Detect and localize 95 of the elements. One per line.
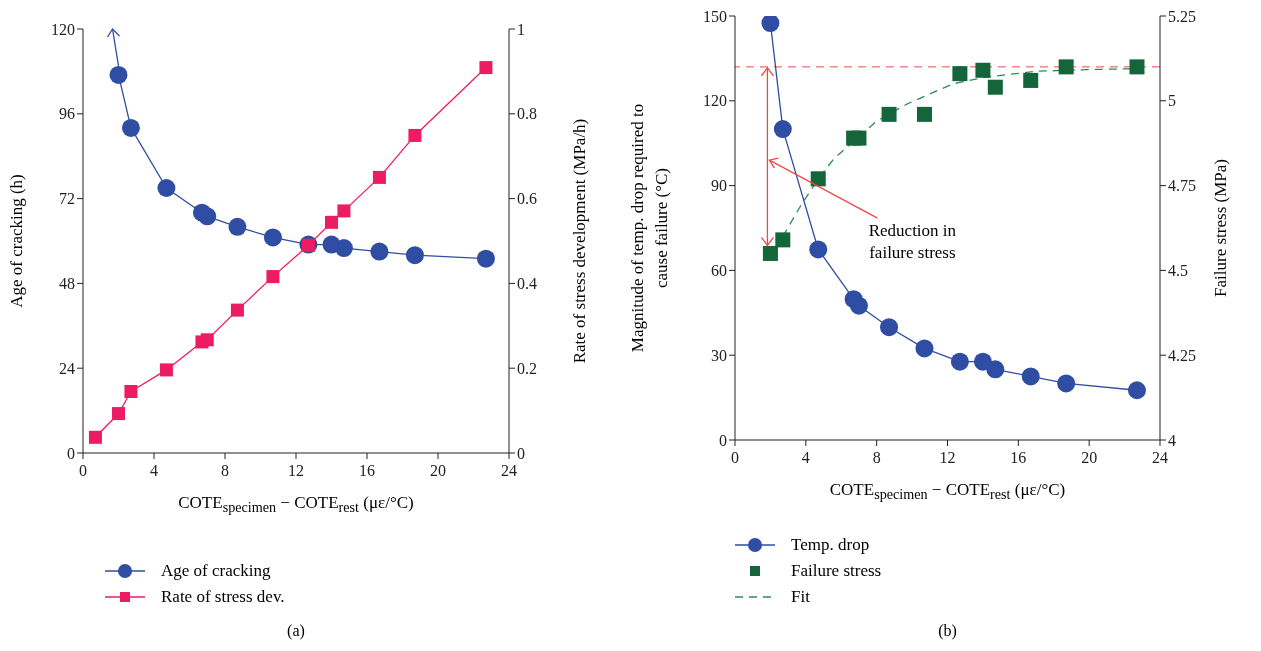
point: [337, 204, 351, 218]
x-tick-label: 16: [359, 462, 375, 480]
y2-tick-label: 0.4: [517, 275, 537, 293]
x-tick-label: 24: [501, 462, 517, 480]
y-tick-label: 24: [59, 359, 75, 377]
point: [851, 130, 867, 146]
x-axis-title: COTE$_{specimen}$ − COTE$_{rest}$ (με/°C): [177, 493, 415, 517]
x-tick-label: 20: [1081, 449, 1098, 467]
x-tick-label: 8: [872, 449, 881, 467]
y-tick-label: 30: [711, 346, 727, 364]
y2-axis-title: Failure stress (MPa): [1210, 158, 1231, 299]
x-tick-label: 24: [1152, 449, 1168, 467]
point: [159, 363, 173, 377]
legend-label: Age of cracking: [161, 561, 271, 581]
point: [370, 242, 389, 261]
legend-label: Temp. drop: [791, 535, 870, 555]
point: [975, 62, 991, 78]
x-tick-label: 4: [150, 462, 158, 480]
point: [773, 120, 792, 139]
x-tick-label: 4: [801, 449, 810, 467]
point: [124, 385, 138, 399]
text: (a): [286, 622, 306, 640]
legend-label: Failure stress: [791, 561, 882, 581]
x-tick-label: 16: [1010, 449, 1027, 467]
point: [228, 217, 247, 236]
y2-tick-label: 4.75: [1168, 177, 1196, 195]
y-axis-title: Age of cracking (h): [6, 173, 27, 310]
x-tick-label: 0: [79, 462, 87, 480]
y2-tick-label: 4.5: [1168, 262, 1188, 280]
y2-tick-label: 1: [517, 20, 525, 38]
x-tick-label: 8: [221, 462, 229, 480]
legend-label: Fit: [791, 587, 810, 607]
y-tick-label: 120: [703, 92, 727, 110]
y2-tick-label: 5.25: [1168, 7, 1196, 25]
y2-tick-label: 0.8: [517, 105, 537, 123]
annotation: Reduction in failure stress: [867, 220, 958, 265]
point: [1023, 72, 1039, 88]
point: [88, 430, 102, 444]
point: [809, 240, 828, 259]
legend-label: Rate of stress dev.: [161, 587, 285, 607]
point: [157, 179, 176, 197]
point: [987, 79, 1003, 95]
x-tick-label: 0: [731, 449, 739, 467]
point: [761, 16, 780, 33]
point: [1058, 59, 1074, 75]
y-tick-label: 48: [59, 275, 75, 293]
x-tick-label: 12: [939, 449, 956, 467]
point: [950, 352, 969, 371]
point: [230, 303, 244, 317]
text: (b): [937, 622, 958, 640]
y-tick-label: 90: [711, 177, 727, 195]
x-axis-title: COTE$_{specimen}$ − COTE$_{rest}$ (με/°C): [828, 480, 1067, 504]
point: [775, 232, 791, 248]
point: [334, 239, 353, 258]
x-tick-label: 12: [288, 462, 304, 480]
point: [200, 333, 214, 347]
point: [1129, 59, 1145, 75]
y-tick-label: 0: [719, 431, 727, 449]
point: [112, 407, 125, 421]
y2-tick-label: 4.25: [1168, 346, 1196, 364]
y-tick-label: 60: [711, 262, 727, 280]
point: [121, 118, 140, 137]
point: [405, 246, 424, 265]
y-tick-label: 96: [59, 105, 75, 123]
point: [1057, 374, 1076, 393]
point: [408, 128, 422, 142]
point: [198, 207, 217, 226]
point: [1021, 367, 1040, 386]
y-tick-label: 120: [51, 20, 75, 38]
point: [880, 318, 899, 337]
point: [810, 171, 826, 187]
point: [1127, 381, 1146, 400]
y-tick-label: 72: [59, 190, 75, 208]
point: [881, 106, 897, 122]
point: [849, 296, 868, 315]
point: [952, 66, 968, 82]
y2-tick-label: 0.6: [517, 190, 537, 208]
point: [263, 228, 282, 247]
y2-tick-label: 4: [1168, 431, 1176, 449]
point: [479, 61, 493, 75]
y2-axis-title: Rate of stress development (MPa/h): [569, 117, 590, 366]
x-tick-label: 20: [430, 462, 446, 480]
point: [109, 65, 128, 84]
point: [372, 170, 386, 184]
y2-tick-label: 0.2: [517, 359, 537, 377]
point: [325, 215, 338, 229]
y-tick-label: 150: [703, 7, 727, 25]
y-axis-title: Magnitude of temp. drop required to cause failure (°C): [628, 102, 672, 355]
point: [476, 249, 495, 268]
point: [762, 245, 778, 261]
point: [916, 106, 932, 122]
point: [915, 339, 934, 358]
y2-tick-label: 5: [1168, 92, 1176, 110]
point: [266, 270, 280, 284]
point: [986, 360, 1005, 379]
